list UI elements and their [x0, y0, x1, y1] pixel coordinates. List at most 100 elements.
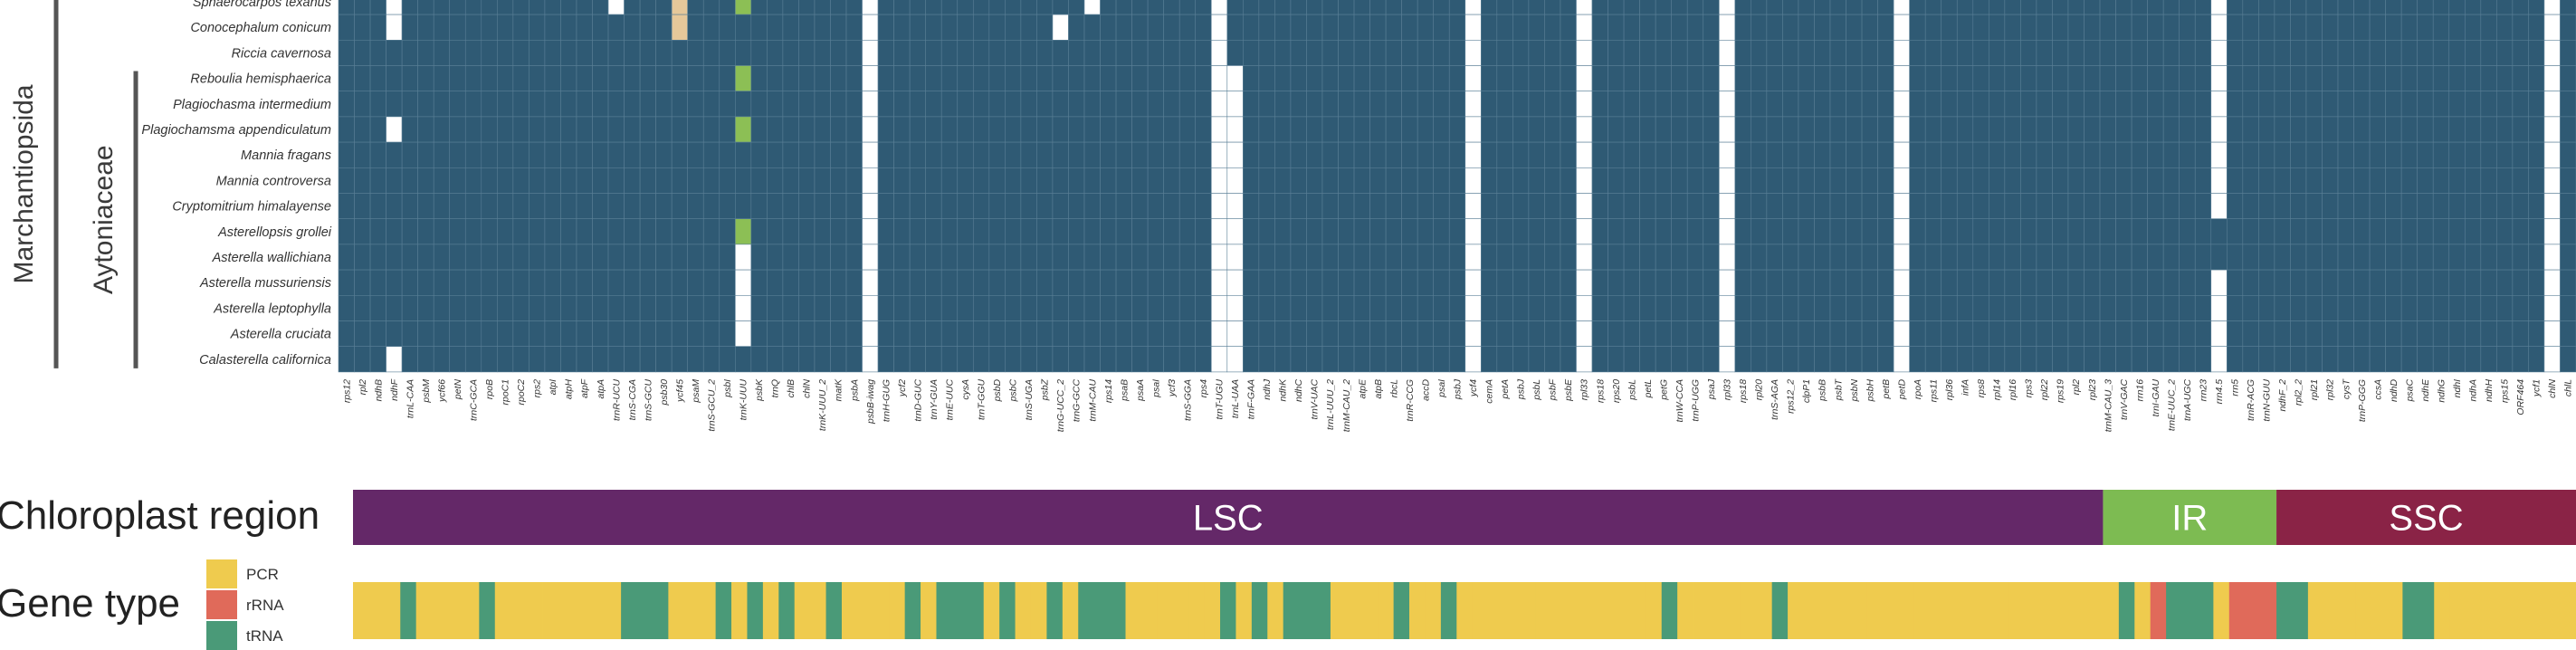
heatmap-cell: [2020, 218, 2037, 245]
heatmap-cell: [2084, 320, 2101, 348]
heatmap-cell: [1338, 346, 1355, 373]
heatmap-cell: [655, 14, 673, 41]
heatmap-cell: [877, 167, 894, 194]
heatmap-cell: [893, 269, 911, 296]
heatmap-cell: [1941, 193, 1958, 220]
heatmap-cell: [1576, 244, 1593, 271]
heatmap-cell: [2162, 193, 2180, 220]
gene-type-cell: [1062, 582, 1079, 639]
gene-label: ycf4: [1468, 379, 1479, 397]
heatmap-cell: [2179, 65, 2196, 92]
heatmap-cell: [2290, 167, 2307, 194]
heatmap-cell: [2512, 346, 2529, 373]
heatmap-cell: [2417, 346, 2434, 373]
heatmap-cell: [1385, 91, 1402, 118]
heatmap-cell: [1385, 167, 1402, 194]
heatmap-cell: [2528, 0, 2545, 15]
heatmap-cell: [2226, 65, 2244, 92]
heatmap-cell: [417, 346, 434, 373]
heatmap-cell: [2020, 14, 2037, 41]
heatmap-cell: [1274, 116, 1292, 143]
heatmap-cell: [1417, 218, 1435, 245]
heatmap-cell: [1829, 269, 1846, 296]
heatmap-cell: [1623, 116, 1640, 143]
heatmap-cell: [2385, 218, 2402, 245]
heatmap-cell: [1083, 91, 1101, 118]
heatmap-cell: [1576, 193, 1593, 220]
gene-label: ndhF: [389, 378, 400, 401]
heatmap-cell: [830, 14, 847, 41]
gene-type-cell: [368, 582, 386, 639]
heatmap-cell: [2480, 65, 2497, 92]
heatmap-cell: [1861, 218, 1878, 245]
heatmap-cell: [2480, 14, 2497, 41]
gene-label: trnM-CAU: [1087, 378, 1098, 421]
heatmap-cell: [1131, 39, 1149, 66]
heatmap-cell: [2020, 320, 2037, 348]
heatmap-cell: [544, 91, 561, 118]
gene-label: rps3: [2024, 379, 2035, 398]
gene-label: rpl23: [2087, 379, 2098, 401]
gene-type-cell: [2323, 582, 2341, 639]
heatmap-cell: [1909, 244, 1926, 271]
heatmap-cell: [2290, 218, 2307, 245]
heatmap-cell: [1274, 91, 1292, 118]
heatmap-cell: [576, 91, 593, 118]
heatmap-cell: [988, 141, 1006, 168]
heatmap-cell: [2004, 269, 2021, 296]
heatmap-cell: [940, 294, 959, 321]
heatmap-cell: [2305, 218, 2323, 245]
heatmap-cell: [1052, 141, 1069, 168]
heatmap-cell: [798, 346, 816, 373]
heatmap-cell: [957, 320, 974, 348]
heatmap-cell: [2004, 116, 2021, 143]
heatmap-cell: [2448, 294, 2466, 321]
heatmap-cell: [2194, 39, 2212, 66]
heatmap-cell: [1544, 14, 1561, 41]
heatmap-cell: [2528, 346, 2545, 373]
heatmap-cell: [2400, 14, 2418, 41]
heatmap-cell: [2194, 294, 2212, 321]
heatmap-cell: [2305, 294, 2323, 321]
heatmap-cell: [1751, 193, 1768, 220]
heatmap-cell: [529, 244, 546, 271]
heatmap-cell: [639, 14, 656, 41]
heatmap-cell: [2242, 320, 2259, 348]
gene-type-cell: [1582, 582, 1599, 639]
heatmap-cell: [1321, 116, 1339, 143]
heatmap-cell: [1433, 269, 1450, 296]
heatmap-cell: [1036, 269, 1054, 296]
heatmap-cell: [2305, 14, 2323, 41]
heatmap-cell: [2417, 167, 2434, 194]
heatmap-cell: [1131, 294, 1149, 321]
heatmap-cell: [2480, 116, 2497, 143]
heatmap-cell: [1321, 244, 1339, 271]
heatmap-cell: [464, 346, 482, 373]
heatmap-cell: [1226, 193, 1244, 220]
gene-label: psaI: [1436, 379, 1447, 398]
heatmap-cell: [2258, 218, 2275, 245]
heatmap-cell: [1417, 193, 1435, 220]
heatmap-cell: [845, 0, 863, 15]
heatmap-cell: [1052, 193, 1069, 220]
gene-type-cell: [1929, 582, 1946, 639]
heatmap-cell: [1020, 141, 1037, 168]
heatmap-cell: [1480, 346, 1498, 373]
gene-type-cell: [2166, 582, 2182, 639]
heatmap-cell: [417, 0, 434, 15]
heatmap-cell: [1941, 91, 1958, 118]
heatmap-cell: [2210, 39, 2228, 66]
heatmap-cell: [1639, 244, 1656, 271]
gene-label: trnM-CAU_3: [2103, 379, 2113, 433]
heatmap-cell: [2147, 116, 2164, 143]
heatmap-cell: [925, 141, 942, 168]
heatmap-cell: [544, 167, 561, 194]
heatmap-cell: [1401, 244, 1418, 271]
heatmap-cell: [1210, 116, 1228, 143]
heatmap-cell: [1338, 116, 1355, 143]
heatmap-cell: [464, 65, 482, 92]
gene-type-cell: [1945, 582, 1962, 639]
heatmap-cell: [1560, 39, 1577, 66]
heatmap-cell: [2400, 269, 2418, 296]
heatmap-cell: [2258, 346, 2275, 373]
